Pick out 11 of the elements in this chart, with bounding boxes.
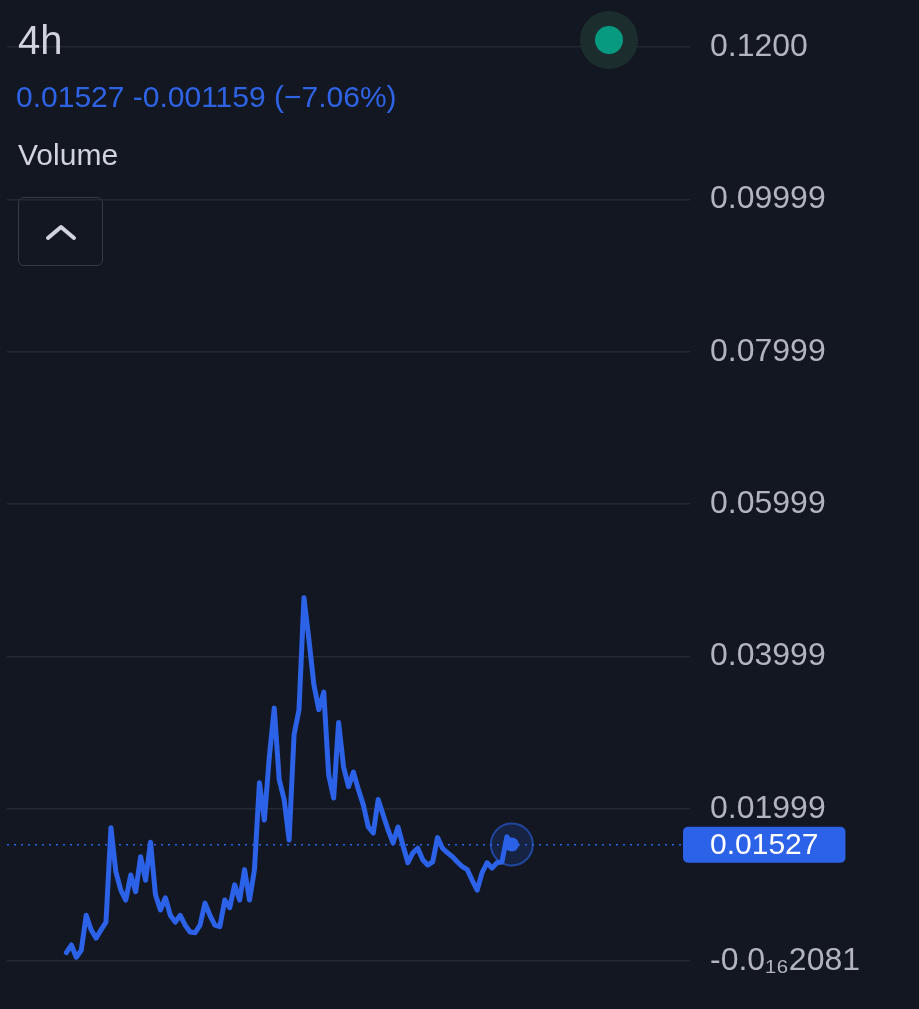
y-tick-label: 0.09999	[710, 179, 826, 216]
y-tick-label: 0.01999	[710, 788, 826, 825]
y-tick-label: 0.1200	[710, 26, 808, 63]
y-tick-label: 0.07999	[710, 331, 826, 368]
y-tick-label: -0.0₁₆2081	[710, 940, 861, 977]
chart-title: 4h	[18, 17, 63, 64]
annotation: Volume	[18, 137, 119, 173]
ref-line-label: 0.01527	[710, 826, 819, 860]
text: 0.01527 -0.001159 (−7.06%)	[16, 79, 397, 115]
y-tick-label: 0.03999	[710, 636, 826, 673]
y-tick-label: 0.05999	[710, 483, 826, 520]
